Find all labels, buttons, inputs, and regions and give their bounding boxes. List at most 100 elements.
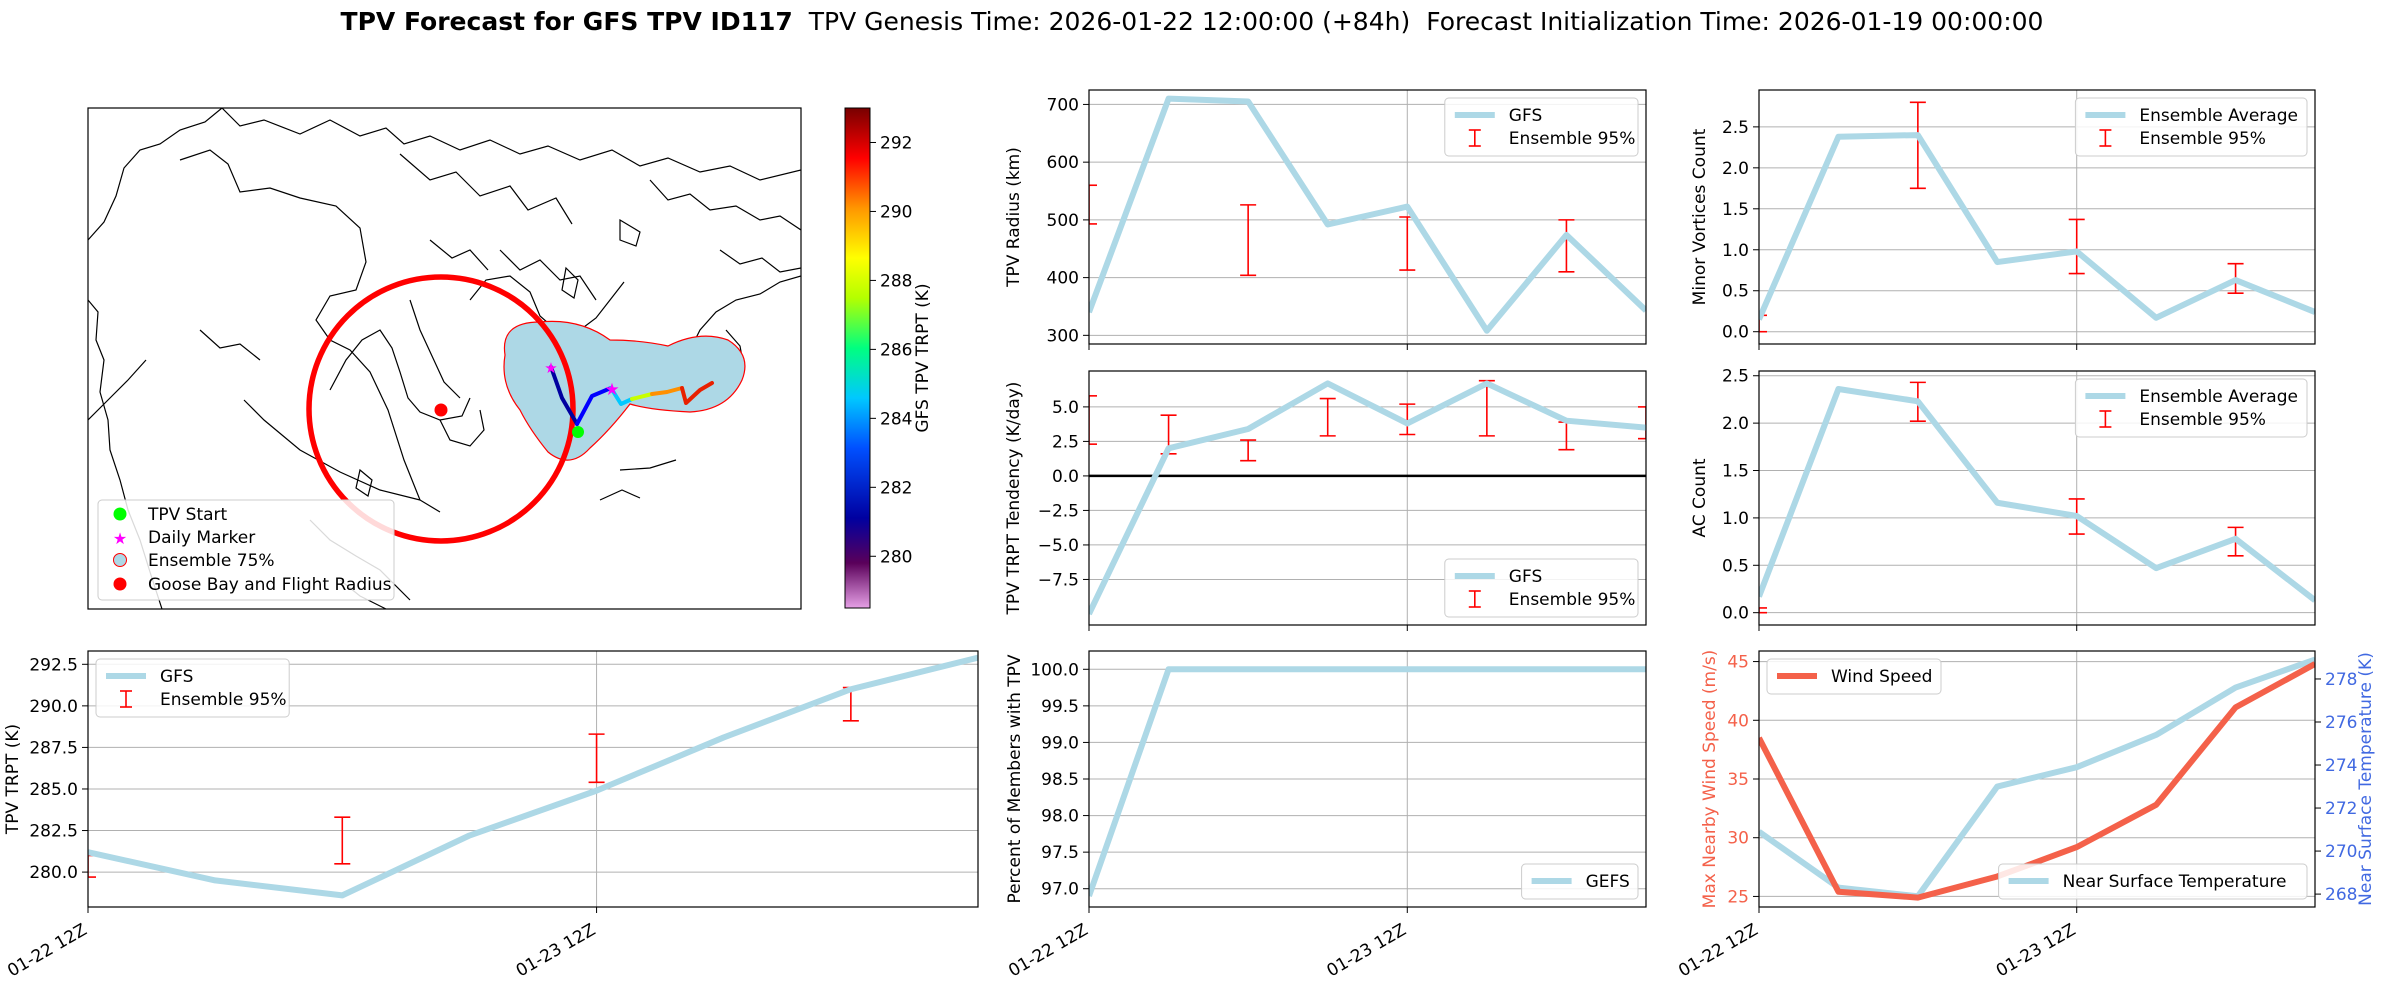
y-tick-label: 2.5 — [1722, 367, 1749, 387]
ensemble-75-region — [503, 320, 746, 461]
y-tick-label: 700 — [1047, 95, 1079, 115]
y-tick-label: 2.0 — [1722, 414, 1749, 434]
colorbar-tick-label: 286 — [880, 340, 912, 360]
y-tick-label: 2.0 — [1722, 159, 1749, 179]
figure-title: TPV Forecast for GFS TPV ID117 TPV Genesi… — [341, 7, 2044, 36]
series-line-ensemble-average — [1759, 132, 2315, 321]
legend-ensemble-75-label: Ensemble 75% — [148, 551, 275, 571]
colorbar: 280 282 284 286 288 290 292 GFS TPV TRPT (K) — [844, 107, 933, 609]
y-tick-label: 2.5 — [1722, 118, 1749, 138]
series-line-gefs — [1089, 666, 1646, 898]
chart-ac_count: 0.0 0.5 1.0 1.5 2.0 2.5 AC Count Ensemble Avera… — [1690, 367, 2316, 631]
y-tick-label: 600 — [1047, 153, 1079, 173]
series-line-gfs — [88, 654, 978, 899]
x-tick-label: 01-22 12Z — [1005, 920, 1091, 981]
colorbar-tick-label: 292 — [880, 133, 912, 153]
chart-trpt_tendency: −7.5 −5.0 −2.5 0.0 2.5 5.0 TPV TRPT Tendency (… — [1004, 370, 1647, 631]
legend-label: Wind Speed — [1831, 667, 1932, 687]
y-tick-label: 282.5 — [29, 822, 78, 842]
colorbar-tick-label: 288 — [880, 271, 912, 291]
y-axis-label: AC Count — [1690, 458, 1710, 537]
y-tick-label: 400 — [1047, 269, 1079, 289]
plot-frame — [1758, 89, 2316, 345]
legend-label: GFS — [1509, 106, 1542, 126]
series-line-ensemble-average — [1759, 386, 2315, 603]
legend: GFS Ensemble 95% — [1444, 97, 1639, 157]
y-tick-label-right: 278 — [2325, 670, 2357, 690]
tpv-track — [549, 365, 714, 426]
legend-box — [1766, 658, 1942, 695]
y-tick-label: 290.0 — [29, 697, 78, 717]
title-init: Forecast Initialization Time: 2026-01-19… — [1426, 7, 2043, 36]
y-tick-label: 287.5 — [29, 738, 78, 758]
y-tick-label: −7.5 — [1038, 570, 1079, 590]
title-bold: TPV Forecast for GFS TPV ID117 — [341, 7, 793, 36]
plot-frame — [1088, 89, 1647, 345]
y-tick-label: 1.0 — [1722, 241, 1749, 261]
legend-label: GFS — [1509, 567, 1542, 587]
chart-minor_vortices: 0.0 0.5 1.0 1.5 2.0 2.5 Minor Vortices Count En… — [1690, 89, 2316, 350]
legend-box — [1998, 863, 2308, 900]
y-tick-label: 99.5 — [1041, 697, 1079, 717]
y-tick-label: 98.0 — [1041, 807, 1079, 827]
y-tick-label-right: 276 — [2325, 713, 2357, 733]
y-axis-label: TPV TRPT Tendency (K/day) — [1004, 382, 1024, 616]
legend-goose-bay-icon — [113, 577, 127, 591]
y-tick-label: 98.5 — [1041, 770, 1079, 790]
y-tick-label: 1.5 — [1722, 462, 1749, 482]
chart-trpt: 280.0 282.5 285.0 287.5 290.0 292.5 01-22 12Z 0… — [3, 650, 979, 981]
y-tick-label: 2.5 — [1052, 432, 1079, 452]
chart-radius: 300 400 500 600 700 TPV Radius (km) GFS Ensembl… — [1004, 89, 1647, 350]
map-panel: ★ ★ TPV Start ★ Daily Marker Ensemble 75… — [87, 107, 933, 610]
y-tick-label: −5.0 — [1038, 536, 1079, 556]
x-tick-label: 01-23 12Z — [1323, 920, 1409, 981]
y-tick-label: 1.0 — [1722, 509, 1749, 529]
errorbar-group — [1089, 184, 1575, 277]
series-line-near-surface-temperature — [1759, 656, 2315, 900]
legend-label: Near Surface Temperature — [2063, 872, 2287, 892]
legend-goose-bay-label: Goose Bay and Flight Radius — [148, 575, 392, 595]
colorbar-tick-label: 282 — [880, 478, 912, 498]
y-tick-label: 280.0 — [29, 863, 78, 883]
y-axis-label: Minor Vortices Count — [1690, 128, 1710, 305]
y-tick-label: 0.5 — [1722, 556, 1749, 576]
chart-percent_members: 97.0 97.5 98.0 98.5 99.0 99.5 100.0 01-22 12Z 01… — [1005, 650, 1647, 981]
y-tick-label-right: 272 — [2325, 799, 2357, 819]
legend-label: Ensemble 95% — [2139, 410, 2266, 430]
plot-frame — [1088, 370, 1647, 626]
errorbar-group — [1759, 101, 2244, 333]
y-tick-label: 0.0 — [1722, 323, 1749, 343]
y-tick-label: 97.5 — [1041, 843, 1079, 863]
y-tick-label: 292.5 — [29, 655, 78, 675]
tpv-start-marker — [572, 426, 584, 438]
legend-label: Ensemble 95% — [2139, 129, 2266, 149]
y-tick-label: 1.5 — [1722, 200, 1749, 220]
y-tick-label-right: 274 — [2325, 756, 2357, 776]
y-tick-label: 0.0 — [1722, 604, 1749, 624]
plot-frame — [1758, 370, 2316, 626]
y-axis-label: Max Nearby Wind Speed (m/s) — [1700, 650, 1720, 909]
y-tick-label-right: 270 — [2325, 842, 2357, 862]
colorbar-tick-label: 284 — [880, 409, 912, 429]
y-tick-label: 300 — [1047, 326, 1079, 346]
x-tick-label: 01-22 12Z — [1675, 920, 1761, 981]
series-line-wind-speed — [1759, 661, 2315, 901]
x-tick-label: 01-23 12Z — [1993, 920, 2079, 981]
legend: GFS Ensemble 95% — [1444, 558, 1639, 618]
legend-label: GEFS — [1586, 872, 1630, 892]
legend-tpv-start-label: TPV Start — [147, 505, 228, 525]
map-frame — [87, 107, 802, 610]
errorbar-group — [88, 686, 859, 878]
x-tick-label: 01-22 12Z — [4, 920, 90, 981]
x-tick-label: 01-23 12Z — [513, 920, 599, 981]
colorbar-tick-label: 280 — [880, 547, 912, 567]
y-tick-label: 40 — [1727, 711, 1749, 731]
y-tick-label: 30 — [1727, 829, 1749, 849]
legend-label: GFS — [160, 667, 193, 687]
legend: Ensemble Average Ensemble 95% — [2074, 97, 2308, 157]
legend-label: Ensemble 95% — [1509, 129, 1636, 149]
y-tick-label: 500 — [1047, 211, 1079, 231]
map-legend-box — [97, 499, 395, 601]
